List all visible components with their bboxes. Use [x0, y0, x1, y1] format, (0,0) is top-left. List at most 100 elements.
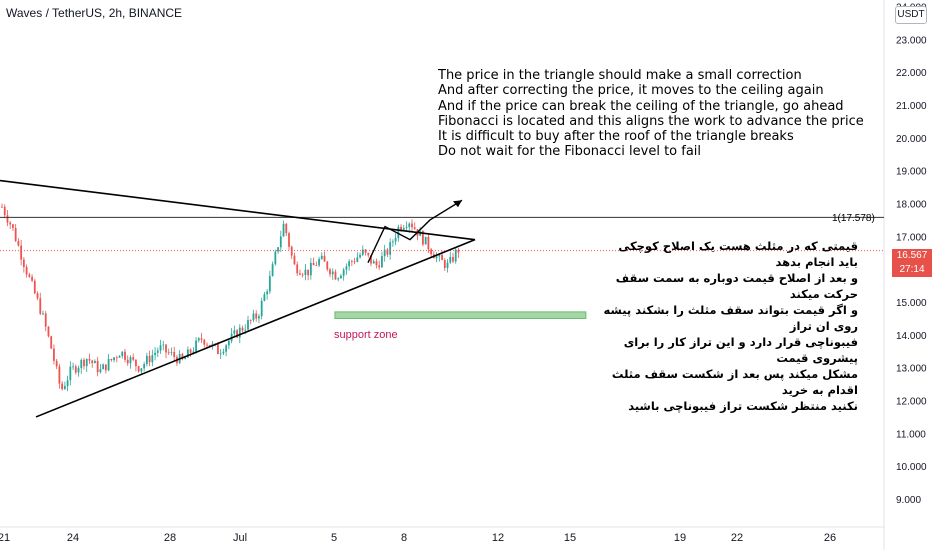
candle-down — [364, 249, 367, 253]
time-tick-label: 21 — [0, 532, 10, 544]
current-price-value: 16.567 — [896, 250, 928, 261]
candle-up — [233, 330, 236, 334]
candle-down — [288, 233, 290, 247]
candle-down — [307, 269, 310, 276]
candle-up — [277, 247, 279, 252]
candle-up — [381, 256, 383, 268]
candle-down — [370, 255, 372, 264]
candle-up — [184, 357, 187, 360]
projection-path — [367, 199, 463, 263]
candle-up — [154, 352, 156, 356]
candle-up — [156, 350, 159, 353]
candle-up — [345, 266, 348, 270]
candle-up — [42, 313, 44, 315]
candle-up — [143, 364, 146, 369]
candle-up — [260, 300, 263, 317]
time-tick-label: 19 — [674, 532, 686, 544]
candle-down — [326, 261, 329, 270]
candle-down — [50, 336, 53, 349]
candle-up — [309, 262, 312, 276]
support-zone — [334, 311, 587, 319]
candle-down — [61, 383, 64, 390]
time-tick-label: 26 — [824, 532, 836, 544]
candle-up — [94, 360, 96, 364]
candle-down — [290, 246, 293, 256]
candle-up — [405, 227, 408, 228]
candle-down — [285, 223, 288, 234]
candle-up — [268, 276, 271, 292]
triangle-upper-line — [0, 179, 476, 241]
price-tick-label: 10.000 — [896, 462, 927, 473]
candle-up — [145, 355, 148, 365]
candle-down — [457, 249, 460, 253]
candle-down — [20, 245, 23, 260]
candle-up — [219, 353, 222, 355]
candle-down — [12, 224, 14, 229]
chart-title: Waves / TetherUS, 2h, BINANCE — [6, 6, 183, 20]
candle-down — [255, 313, 258, 319]
candle-up — [107, 358, 110, 371]
candle-up — [227, 340, 230, 346]
candle-up — [186, 349, 189, 358]
candle-down — [375, 261, 378, 266]
candle-down — [36, 293, 39, 299]
candle-down — [200, 338, 203, 340]
candle-down — [350, 261, 353, 263]
price-tick-label: 14.000 — [896, 331, 927, 342]
candle-down — [44, 313, 47, 327]
candle-up — [446, 262, 449, 268]
time-tick-label: 8 — [401, 532, 407, 544]
candle-down — [83, 359, 85, 367]
candle-down — [3, 206, 6, 216]
candle-up — [72, 366, 74, 368]
candle-down — [47, 326, 50, 337]
candle-down — [293, 255, 296, 265]
candle-down — [124, 351, 126, 360]
candle-up — [129, 357, 132, 364]
time-tick-label: 15 — [564, 532, 576, 544]
candle-down — [22, 259, 25, 267]
current-price-tag: 16.567 27:14 — [892, 249, 932, 277]
candle-up — [66, 380, 69, 387]
candle-up — [162, 344, 165, 346]
candle-down — [165, 344, 167, 353]
candles — [1, 203, 460, 392]
candle-up — [361, 249, 364, 255]
time-tick-label: 12 — [492, 532, 504, 544]
candle-down — [53, 348, 55, 361]
candle-countdown: 27:14 — [899, 264, 925, 275]
candle-down — [443, 260, 446, 268]
candle-down — [411, 223, 413, 228]
candle-down — [367, 252, 370, 256]
candle-up — [140, 368, 143, 372]
currency-button[interactable]: USDT — [895, 6, 927, 24]
candle-up — [99, 369, 102, 373]
candle-down — [110, 358, 113, 361]
candle-down — [74, 366, 77, 373]
candle-down — [217, 344, 219, 355]
candle-up — [337, 278, 340, 280]
candle-down — [91, 360, 94, 364]
candle-up — [121, 351, 124, 357]
candle-up — [274, 251, 277, 265]
candle-up — [340, 275, 342, 279]
candle-down — [115, 357, 118, 359]
candle-up — [63, 386, 66, 390]
candle-down — [132, 357, 135, 360]
price-tick-label: 11.000 — [896, 429, 926, 440]
candle-up — [454, 249, 457, 262]
candle-up — [282, 223, 285, 237]
candle-down — [249, 320, 252, 321]
candle-up — [238, 327, 241, 338]
price-tick-label: 20.000 — [896, 134, 927, 145]
candle-up — [118, 356, 121, 358]
time-tick-label: Jul — [233, 532, 247, 544]
candle-up — [225, 345, 228, 352]
price-tick-label: 23.000 — [896, 35, 927, 46]
candle-down — [14, 228, 17, 242]
candle-down — [353, 261, 356, 263]
candle-up — [170, 351, 173, 353]
candle-up — [266, 291, 269, 295]
candle-up — [222, 351, 225, 354]
